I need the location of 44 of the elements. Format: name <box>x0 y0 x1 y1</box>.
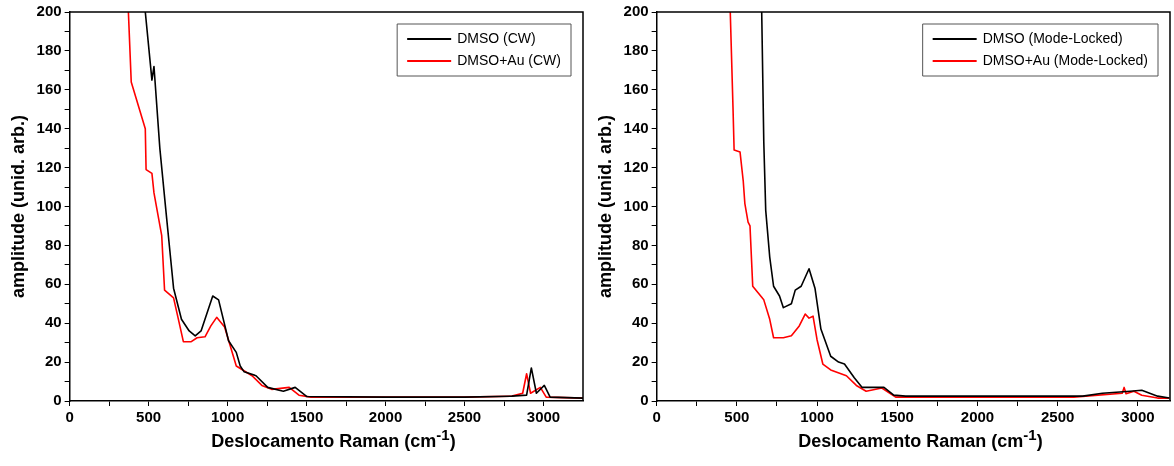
x-tick-label: 3000 <box>1121 408 1155 426</box>
legend-label: DMSO+Au (Mode-Locked) <box>982 51 1148 68</box>
x-tick-label: 500 <box>724 408 750 426</box>
y-tick-label: 200 <box>36 2 62 20</box>
x-tick-label: 1500 <box>289 408 324 426</box>
y-tick-label: 20 <box>44 352 62 370</box>
y-tick-label: 120 <box>623 157 649 175</box>
y-tick-label: 160 <box>36 79 62 97</box>
y-tick-label: 200 <box>623 2 649 20</box>
legend-label: DMSO (Mode-Locked) <box>982 29 1123 46</box>
y-tick-label: 120 <box>36 157 62 175</box>
x-tick-label: 1500 <box>880 408 914 426</box>
x-tick-label: 3000 <box>526 408 561 426</box>
y-tick-label: 40 <box>44 313 62 331</box>
x-tick-label: 2500 <box>447 408 482 426</box>
y-tick-label: 140 <box>623 118 649 136</box>
x-tick-label: 2000 <box>960 408 995 426</box>
x-tick-label: 500 <box>136 408 162 426</box>
legend-label: DMSO+Au (CW) <box>457 51 562 68</box>
y-tick-label: 60 <box>631 274 649 292</box>
x-tick-label: 2000 <box>368 408 403 426</box>
y-tick-label: 0 <box>53 391 62 409</box>
y-tick-label: 20 <box>631 352 649 370</box>
y-tick-label: 80 <box>44 235 62 253</box>
y-axis-title: amplitude (unid. arb.) <box>7 115 28 298</box>
x-tick-label: 1000 <box>800 408 834 426</box>
y-tick-label: 100 <box>623 196 649 214</box>
y-tick-label: 0 <box>640 391 649 409</box>
y-tick-label: 100 <box>36 196 62 214</box>
x-axis-title: Deslocamento Raman (cm$^{-1}$) <box>210 426 457 452</box>
y-tick-label: 60 <box>44 274 62 292</box>
x-axis-title: Deslocamento Raman (cm$^{-1}$) <box>797 426 1044 452</box>
y-tick-label: 180 <box>623 41 649 59</box>
y-tick-label: 80 <box>631 235 649 253</box>
x-tick-label: 0 <box>65 408 74 426</box>
y-axis-title: amplitude (unid. arb.) <box>594 115 615 298</box>
y-tick-label: 140 <box>36 118 62 136</box>
x-tick-label: 2500 <box>1041 408 1075 426</box>
y-tick-label: 180 <box>36 41 62 59</box>
x-tick-label: 0 <box>652 408 661 426</box>
legend-label: DMSO (CW) <box>457 29 536 46</box>
y-tick-label: 160 <box>623 79 649 97</box>
x-tick-label: 1000 <box>210 408 245 426</box>
y-tick-label: 40 <box>631 313 649 331</box>
